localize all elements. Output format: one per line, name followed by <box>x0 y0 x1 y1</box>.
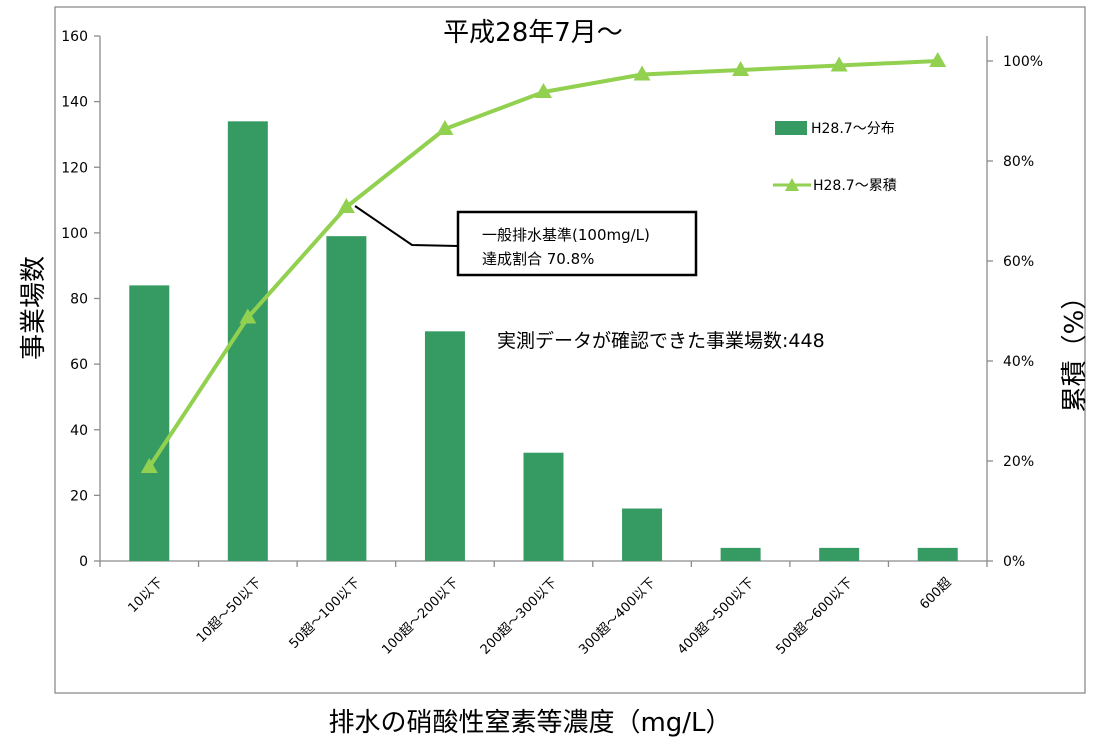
y-left-tick-label: 160 <box>61 29 88 45</box>
x-axis-title: 排水の硝酸性窒素等濃度（mg/L） <box>328 708 731 738</box>
y-right-tick-label: 100% <box>1003 54 1043 70</box>
legend-label-distribution: H28.7～分布 <box>811 121 895 137</box>
line-series <box>140 52 947 473</box>
y-left-tick-label: 120 <box>61 160 88 176</box>
y-axis-left-ticks: 0 20 40 60 80 100 120 140 160 <box>61 29 100 570</box>
callout-line-1: 一般排水基準(100mg/L) <box>482 226 650 244</box>
line-point <box>337 198 355 213</box>
bar <box>622 508 663 561</box>
legend: H28.7～分布 H28.7～累積 <box>773 121 897 194</box>
y-left-tick-label: 140 <box>61 95 88 111</box>
line-point <box>929 52 947 67</box>
line-point <box>732 61 750 76</box>
line-point <box>140 458 158 473</box>
y-right-tick-label: 20% <box>1003 454 1034 470</box>
y-right-tick-label: 40% <box>1003 354 1034 370</box>
line-point <box>239 308 257 324</box>
line-point <box>535 83 552 98</box>
line-point <box>633 65 651 81</box>
y-left-tick-label: 60 <box>70 357 88 373</box>
callout-annotation: 一般排水基準(100mg/L) 達成割合 70.8% <box>354 205 698 277</box>
y-right-tick-label: 80% <box>1003 154 1034 170</box>
callout-line-2: 達成割合 70.8% <box>482 250 594 268</box>
y-right-tick-label: 0% <box>1003 554 1025 570</box>
bar <box>720 547 761 561</box>
legend-swatch-distribution <box>775 121 807 135</box>
y-left-tick-label: 80 <box>70 292 88 308</box>
legend-swatch-cumulative-marker <box>785 178 799 191</box>
bar <box>523 452 564 561</box>
line-point <box>830 56 848 72</box>
y-left-tick-label: 100 <box>61 226 88 242</box>
sample-count-note: 実測データが確認できた事業場数:448 <box>497 330 825 352</box>
bar-series <box>129 121 958 561</box>
callout-box <box>456 210 698 277</box>
chart-title: 平成28年7月～ <box>443 18 623 48</box>
y-left-tick-label: 0 <box>79 554 88 570</box>
y-axis-left-title: 事業場数 <box>19 256 49 360</box>
callout-leader-line <box>354 205 459 247</box>
bar <box>424 331 465 561</box>
line-point <box>436 120 454 135</box>
legend-label-cumulative: H28.7～累積 <box>813 178 897 194</box>
bar <box>129 285 170 561</box>
y-axis-right-ticks: 0% 20% 40% 60% 80% 100% <box>987 54 1043 570</box>
y-axis-right-title: 累積（%） <box>1060 284 1090 413</box>
bar <box>917 547 958 561</box>
bar <box>326 236 367 561</box>
y-right-tick-label: 60% <box>1003 254 1034 270</box>
bar <box>819 547 860 561</box>
y-left-tick-label: 40 <box>70 423 88 439</box>
y-left-tick-label: 20 <box>70 488 88 504</box>
